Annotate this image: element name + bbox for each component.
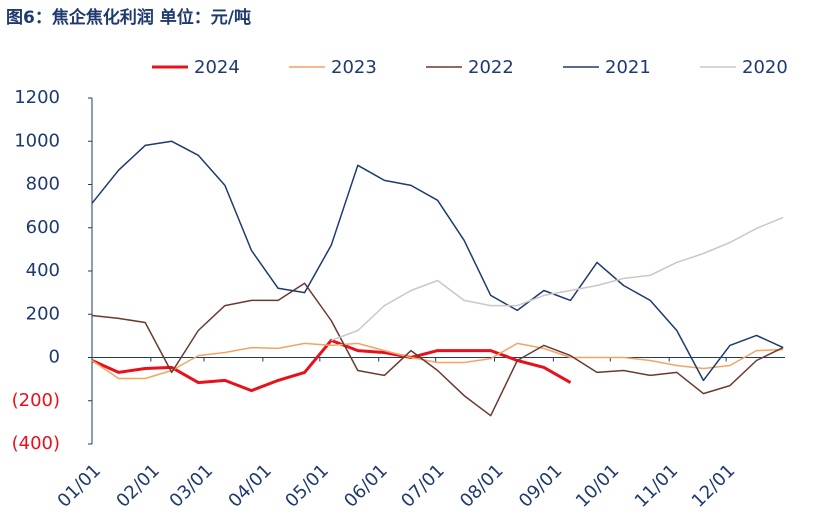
- x-tick-label: 05/01: [281, 460, 333, 512]
- x-tick-label: 12/01: [688, 460, 740, 512]
- x-tick-label: 06/01: [340, 460, 392, 512]
- legend-label: 2024: [194, 57, 240, 78]
- legend-label: 2021: [605, 57, 651, 78]
- series-line: [330, 216, 784, 342]
- y-tick-label: 1000: [14, 130, 60, 151]
- chart-title: 图6：焦企焦化利润 单位：元/吨: [6, 7, 251, 28]
- x-tick-label: 08/01: [456, 460, 508, 512]
- y-tick-label: 800: [26, 174, 60, 195]
- y-tick-label: 600: [26, 217, 60, 238]
- x-tick-label: 04/01: [224, 460, 276, 512]
- y-tick-label: 0: [49, 347, 60, 368]
- x-tick-label: 07/01: [397, 460, 449, 512]
- y-tick-label: (400): [12, 433, 60, 454]
- series-line: [91, 342, 784, 380]
- x-tick-label: 02/01: [112, 460, 164, 512]
- x-tick-label: 01/01: [54, 460, 106, 512]
- x-tick-label: 10/01: [572, 460, 624, 512]
- legend-label: 2022: [468, 57, 514, 78]
- series-line: [91, 338, 572, 393]
- legend-label: 2020: [742, 57, 788, 78]
- series-line: [91, 140, 784, 382]
- y-tick-label: (200): [12, 390, 60, 411]
- y-tick-label: 1200: [14, 87, 60, 108]
- y-tick-label: 200: [26, 303, 60, 324]
- x-tick-label: 09/01: [515, 460, 567, 512]
- x-tick-label: 03/01: [166, 460, 218, 512]
- legend-label: 2023: [331, 57, 377, 78]
- y-tick-label: 400: [26, 260, 60, 281]
- series-line: [91, 282, 784, 417]
- x-tick-label: 11/01: [631, 460, 683, 512]
